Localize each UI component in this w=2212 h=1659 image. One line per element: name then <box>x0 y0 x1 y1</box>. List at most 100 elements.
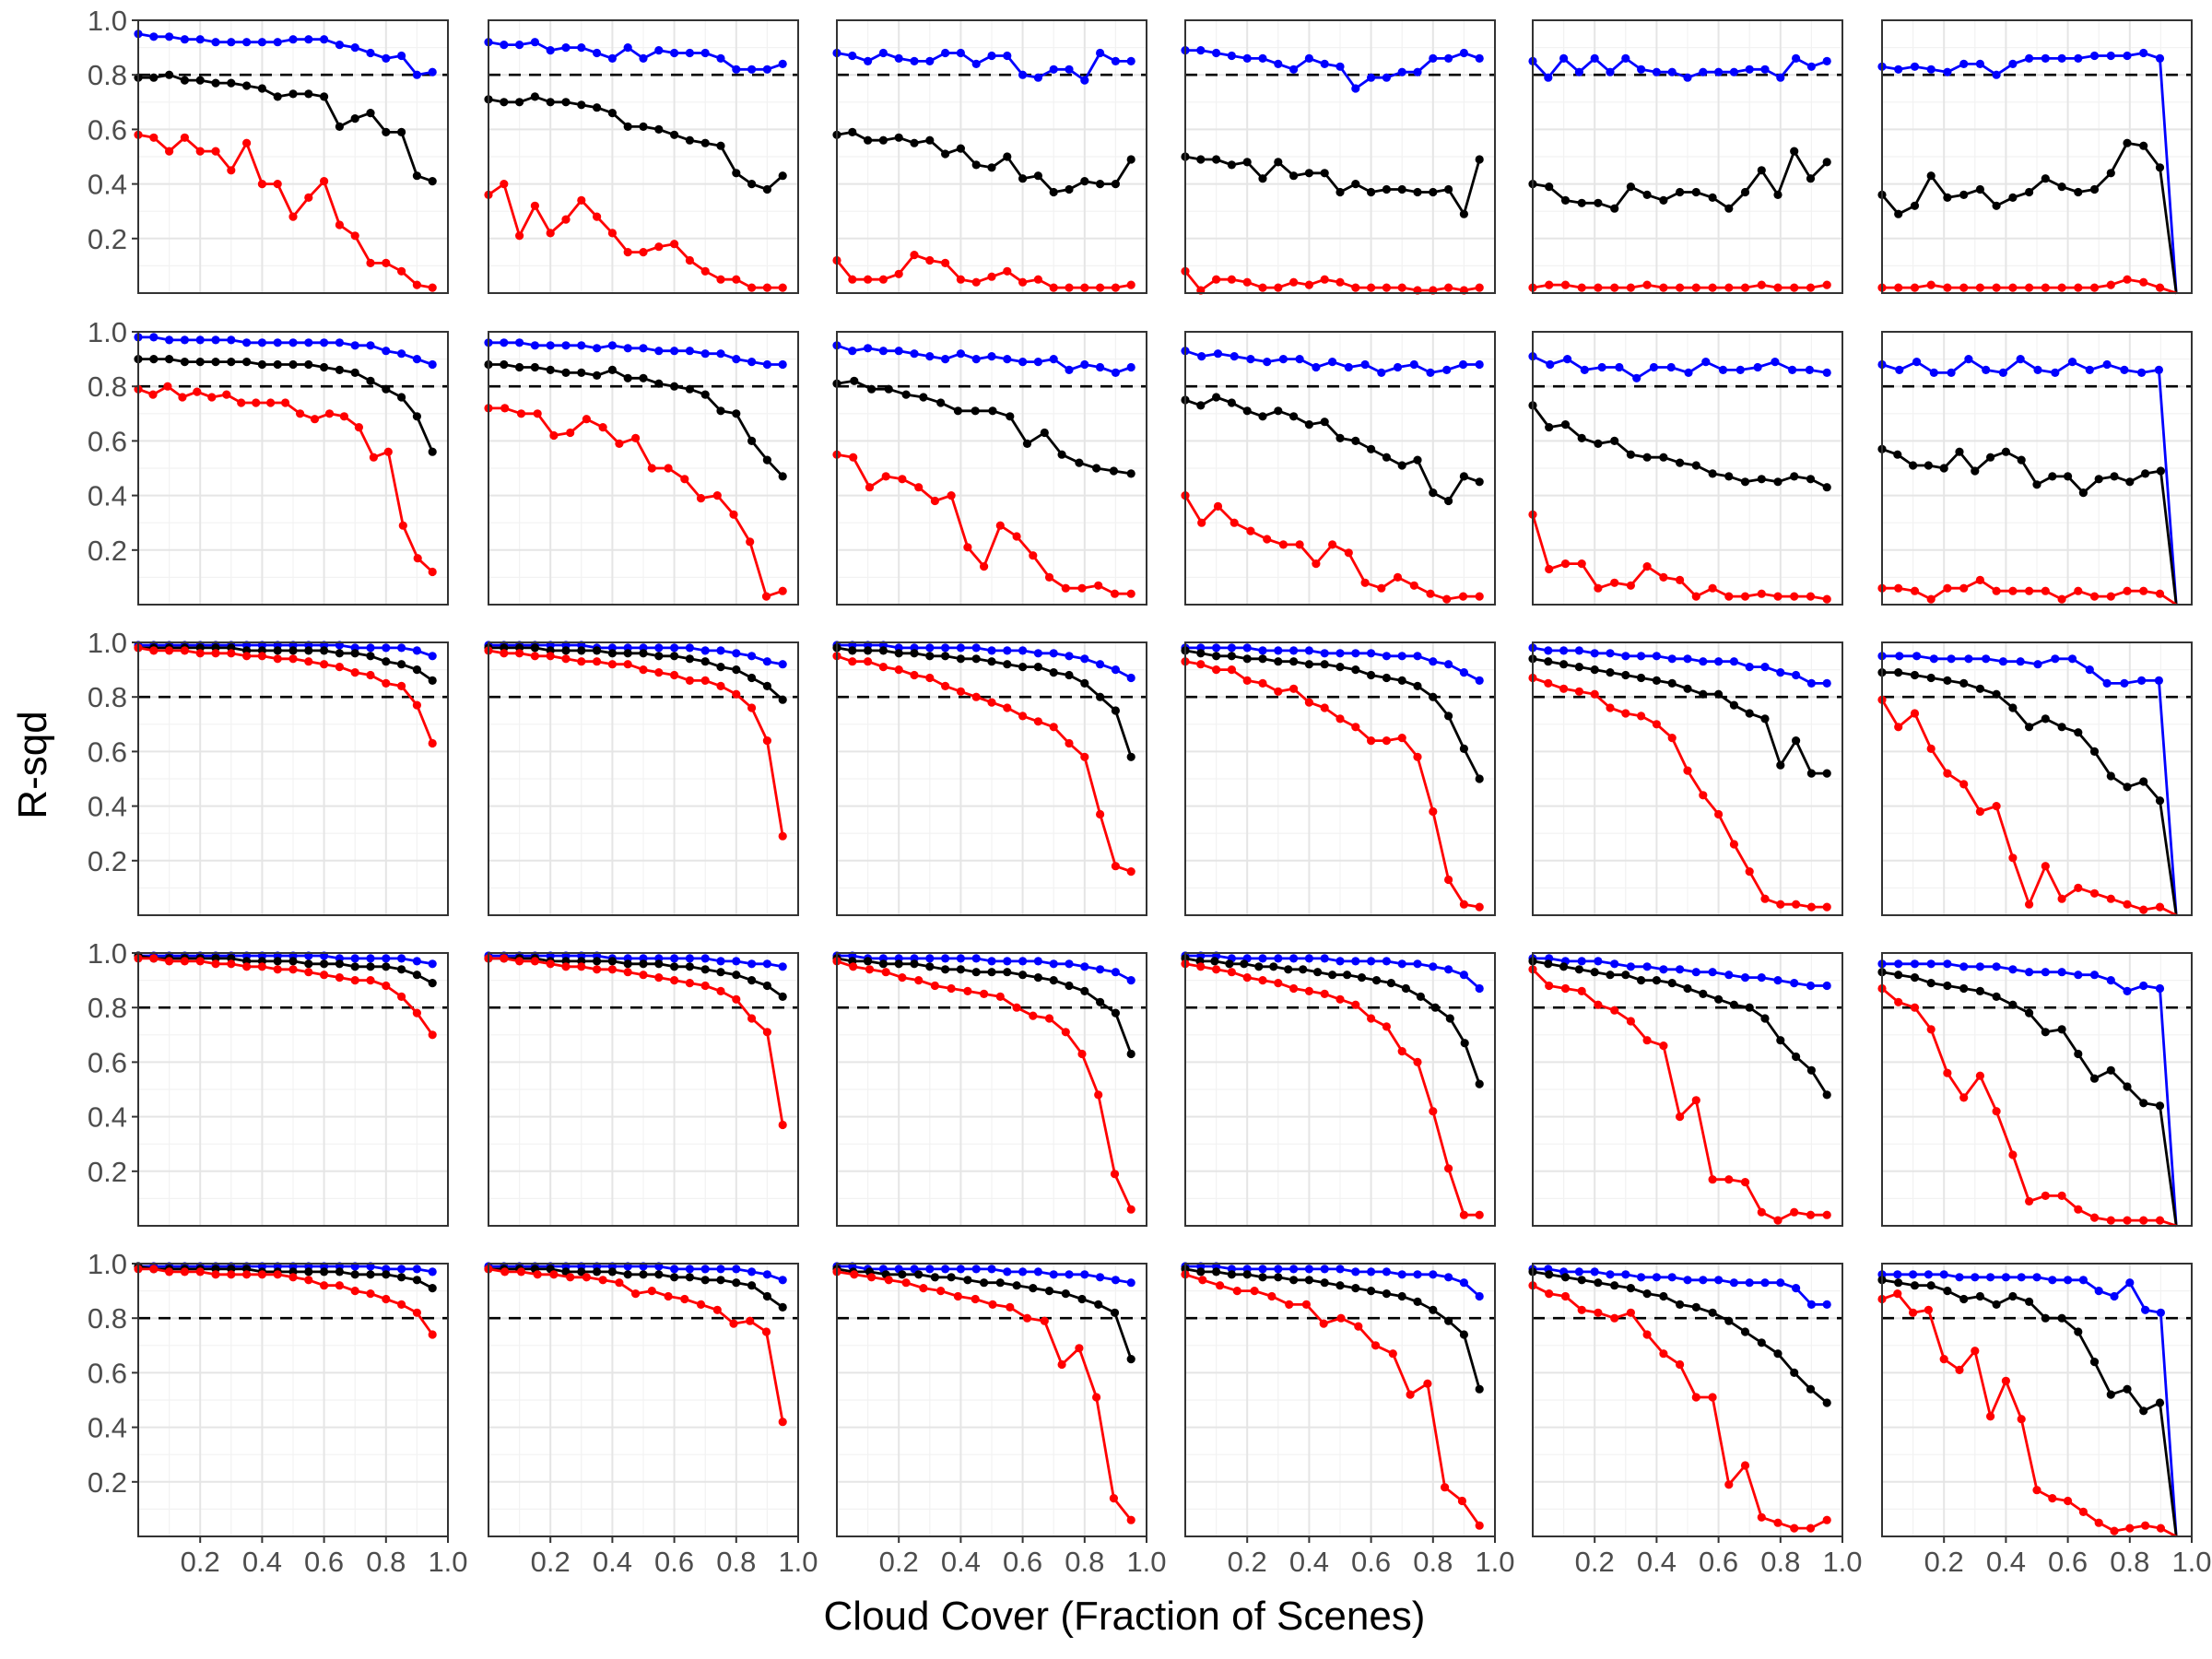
data-point <box>412 1008 421 1018</box>
data-point <box>2048 1276 2057 1285</box>
data-point <box>639 373 648 382</box>
data-point <box>1606 1270 1615 1279</box>
data-point <box>207 393 217 402</box>
data-point <box>2025 1297 2034 1306</box>
data-point <box>1044 1014 1054 1023</box>
data-point <box>2123 986 2132 995</box>
data-point <box>1790 979 1799 988</box>
data-point <box>1806 769 1816 778</box>
data-point <box>919 393 928 402</box>
data-point <box>654 643 664 653</box>
data-point <box>1289 684 1299 693</box>
data-point <box>1304 698 1313 707</box>
data-point <box>1458 359 1468 370</box>
data-point <box>1242 158 1252 167</box>
x-tick-label: 0.4 <box>1289 1546 1329 1578</box>
data-point <box>1442 365 1452 374</box>
data-point <box>1740 1461 1750 1470</box>
data-point <box>549 430 559 441</box>
panel-border <box>137 19 449 294</box>
data-point <box>1444 496 1453 506</box>
data-point <box>849 962 858 971</box>
data-point <box>878 959 888 969</box>
data-point <box>1708 283 1717 292</box>
data-point <box>304 959 313 969</box>
data-point <box>1667 979 1677 988</box>
y-tick-label: 0.8 <box>88 1302 127 1335</box>
data-point <box>1590 53 1599 63</box>
panel-r5-c6: 0.2 0.4 0.6 0.8 1.0 <box>1877 1263 2212 1578</box>
data-point <box>778 831 787 841</box>
data-point <box>639 959 648 969</box>
data-point <box>1975 986 1984 995</box>
data-point <box>1367 670 1376 680</box>
data-point <box>2051 368 2060 377</box>
data-point <box>988 406 997 416</box>
data-point <box>1894 997 1903 1006</box>
data-point <box>1909 461 1918 470</box>
data-point <box>1080 1270 1089 1279</box>
data-point <box>746 1316 755 1325</box>
data-point <box>1806 475 1816 484</box>
data-point <box>1044 1287 1054 1296</box>
data-point <box>1545 1270 1554 1279</box>
data-point <box>428 567 437 577</box>
data-point <box>2025 586 2034 595</box>
panel-border <box>836 952 1147 1227</box>
data-point <box>1057 1359 1066 1370</box>
data-point <box>930 1273 940 1282</box>
data-point <box>1792 53 1801 63</box>
data-point <box>685 979 695 988</box>
data-point <box>1959 983 1969 994</box>
data-point <box>2137 368 2147 377</box>
data-point <box>1926 979 1936 988</box>
data-point <box>1606 67 1615 76</box>
data-point <box>848 275 857 284</box>
data-point <box>1033 717 1042 726</box>
data-point <box>971 59 981 68</box>
data-point <box>2120 365 2129 374</box>
data-point <box>1667 734 1677 743</box>
data-point <box>1667 654 1677 664</box>
data-point <box>1126 752 1135 761</box>
data-point <box>1806 62 1816 71</box>
data-point <box>2139 981 2148 991</box>
data-point <box>956 349 965 359</box>
data-point <box>1426 589 1435 598</box>
data-point <box>288 35 298 44</box>
data-point <box>1740 973 1750 982</box>
data-point <box>1753 362 1762 372</box>
data-point <box>1699 689 1708 699</box>
data-point <box>1212 393 1221 402</box>
data-point <box>180 335 189 345</box>
data-point <box>925 954 935 963</box>
data-point <box>878 135 888 145</box>
data-point <box>2041 53 2050 63</box>
data-point <box>762 959 772 969</box>
data-point <box>382 678 391 688</box>
data-point <box>1459 48 1468 58</box>
data-point <box>1216 1281 1225 1290</box>
data-point <box>1096 692 1105 701</box>
data-point <box>546 229 555 238</box>
data-point <box>2057 182 2066 192</box>
data-point <box>1992 70 2001 79</box>
data-point <box>1242 973 1252 982</box>
data-point <box>685 643 695 653</box>
data-point <box>1708 193 1717 202</box>
data-point <box>762 359 772 370</box>
data-point <box>1729 1000 1738 1009</box>
data-point <box>1724 472 1734 481</box>
data-point <box>1080 752 1089 761</box>
data-point <box>1049 187 1058 197</box>
data-point <box>685 676 695 686</box>
data-point <box>1080 359 1089 370</box>
data-point <box>1367 957 1376 966</box>
data-point <box>561 98 571 107</box>
data-point <box>1357 973 1367 982</box>
data-point <box>1729 840 1738 849</box>
data-point <box>335 1281 344 1290</box>
data-point <box>1126 469 1135 478</box>
panel-r2-c3 <box>832 331 1147 606</box>
data-point <box>716 141 725 150</box>
